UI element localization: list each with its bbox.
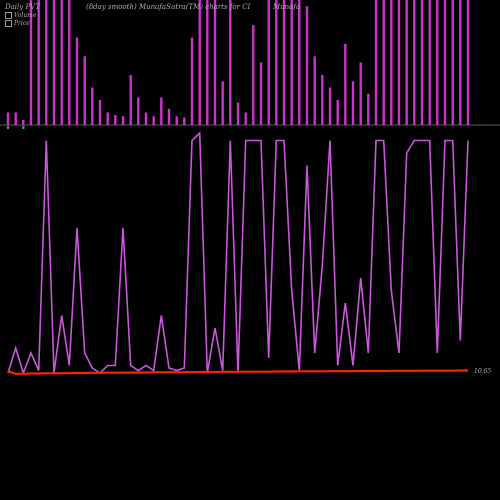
volume-bar bbox=[52, 0, 56, 125]
volume-bar bbox=[91, 87, 94, 125]
volume-bar bbox=[221, 81, 224, 126]
volume-bar bbox=[267, 0, 270, 125]
volume-bar bbox=[114, 115, 117, 125]
volume-bar bbox=[466, 0, 470, 125]
volume-bar bbox=[137, 97, 140, 125]
volume-bar bbox=[60, 0, 63, 125]
volume-bar bbox=[413, 0, 416, 125]
legend-price: Price bbox=[5, 20, 30, 27]
legend-volume: Volume bbox=[5, 12, 36, 19]
volume-bar bbox=[29, 0, 33, 125]
volume-bar bbox=[390, 0, 393, 125]
volume-bar bbox=[152, 116, 155, 126]
pvt-line bbox=[7, 131, 469, 376]
price-line bbox=[7, 369, 468, 375]
volume-bar bbox=[275, 0, 278, 125]
volume-bar bbox=[359, 62, 362, 125]
volume-bar bbox=[313, 56, 316, 126]
volume-bar bbox=[382, 0, 385, 125]
volume-bar bbox=[98, 100, 102, 125]
volume-bar bbox=[436, 0, 439, 125]
volume-bar bbox=[83, 56, 86, 126]
volume-bar bbox=[22, 120, 25, 125]
volume-bar bbox=[37, 0, 40, 125]
volume-bar bbox=[298, 0, 301, 125]
volume-bar bbox=[305, 6, 309, 126]
volume-bar bbox=[121, 116, 125, 126]
legend-volume-swatch bbox=[5, 12, 12, 19]
volume-bar bbox=[190, 37, 194, 125]
volume-bar bbox=[259, 62, 263, 125]
volume-bar bbox=[351, 81, 355, 126]
chart-title: (8day smooth) MunafaSutra(TM) charts for… bbox=[86, 3, 251, 11]
volume-bar bbox=[236, 102, 240, 125]
volume-bar bbox=[459, 0, 462, 125]
volume-bar bbox=[367, 93, 370, 126]
negative-volume-bar bbox=[6, 126, 10, 129]
volume-bar bbox=[282, 0, 286, 125]
volume-bar bbox=[397, 0, 401, 125]
volume-bar bbox=[6, 112, 10, 125]
volume-bar bbox=[428, 0, 431, 125]
volume-bar bbox=[45, 0, 48, 125]
volume-bars bbox=[6, 0, 470, 126]
volume-bar bbox=[144, 112, 148, 125]
legend-price-label: Price bbox=[14, 20, 30, 27]
volume-bar bbox=[344, 43, 347, 126]
volume-bar bbox=[198, 0, 201, 125]
volume-bar bbox=[206, 0, 209, 125]
volume-bar bbox=[443, 0, 447, 125]
last-price-label: 10.65 bbox=[474, 368, 492, 375]
chart-title-left: Daily PVT bbox=[5, 3, 40, 11]
volume-bar bbox=[167, 108, 171, 126]
volume-bar bbox=[160, 97, 163, 125]
volume-bar bbox=[252, 25, 255, 125]
legend-volume-label: Volume bbox=[14, 12, 37, 19]
volume-bar bbox=[68, 0, 71, 125]
volume-bar bbox=[420, 0, 424, 125]
volume-bar bbox=[328, 87, 332, 125]
volume-bar bbox=[75, 37, 79, 125]
volume-bar bbox=[405, 0, 408, 125]
chart-title-right: Munafa bbox=[273, 3, 301, 11]
volume-bar bbox=[213, 0, 217, 125]
negative-volume-bars bbox=[6, 126, 25, 129]
volume-bar bbox=[290, 0, 293, 125]
legend-price-swatch bbox=[5, 20, 12, 27]
volume-bar bbox=[336, 100, 339, 125]
volume-bar bbox=[374, 0, 378, 125]
volume-bar bbox=[14, 112, 17, 125]
volume-bar bbox=[321, 75, 324, 125]
volume-bar bbox=[451, 0, 454, 125]
volume-bar bbox=[175, 116, 178, 126]
volume-bar bbox=[106, 112, 109, 125]
volume-bar bbox=[229, 0, 232, 125]
volume-bar bbox=[183, 117, 186, 125]
volume-bar bbox=[244, 112, 247, 125]
negative-volume-bar bbox=[22, 126, 25, 129]
volume-bar bbox=[129, 75, 132, 125]
